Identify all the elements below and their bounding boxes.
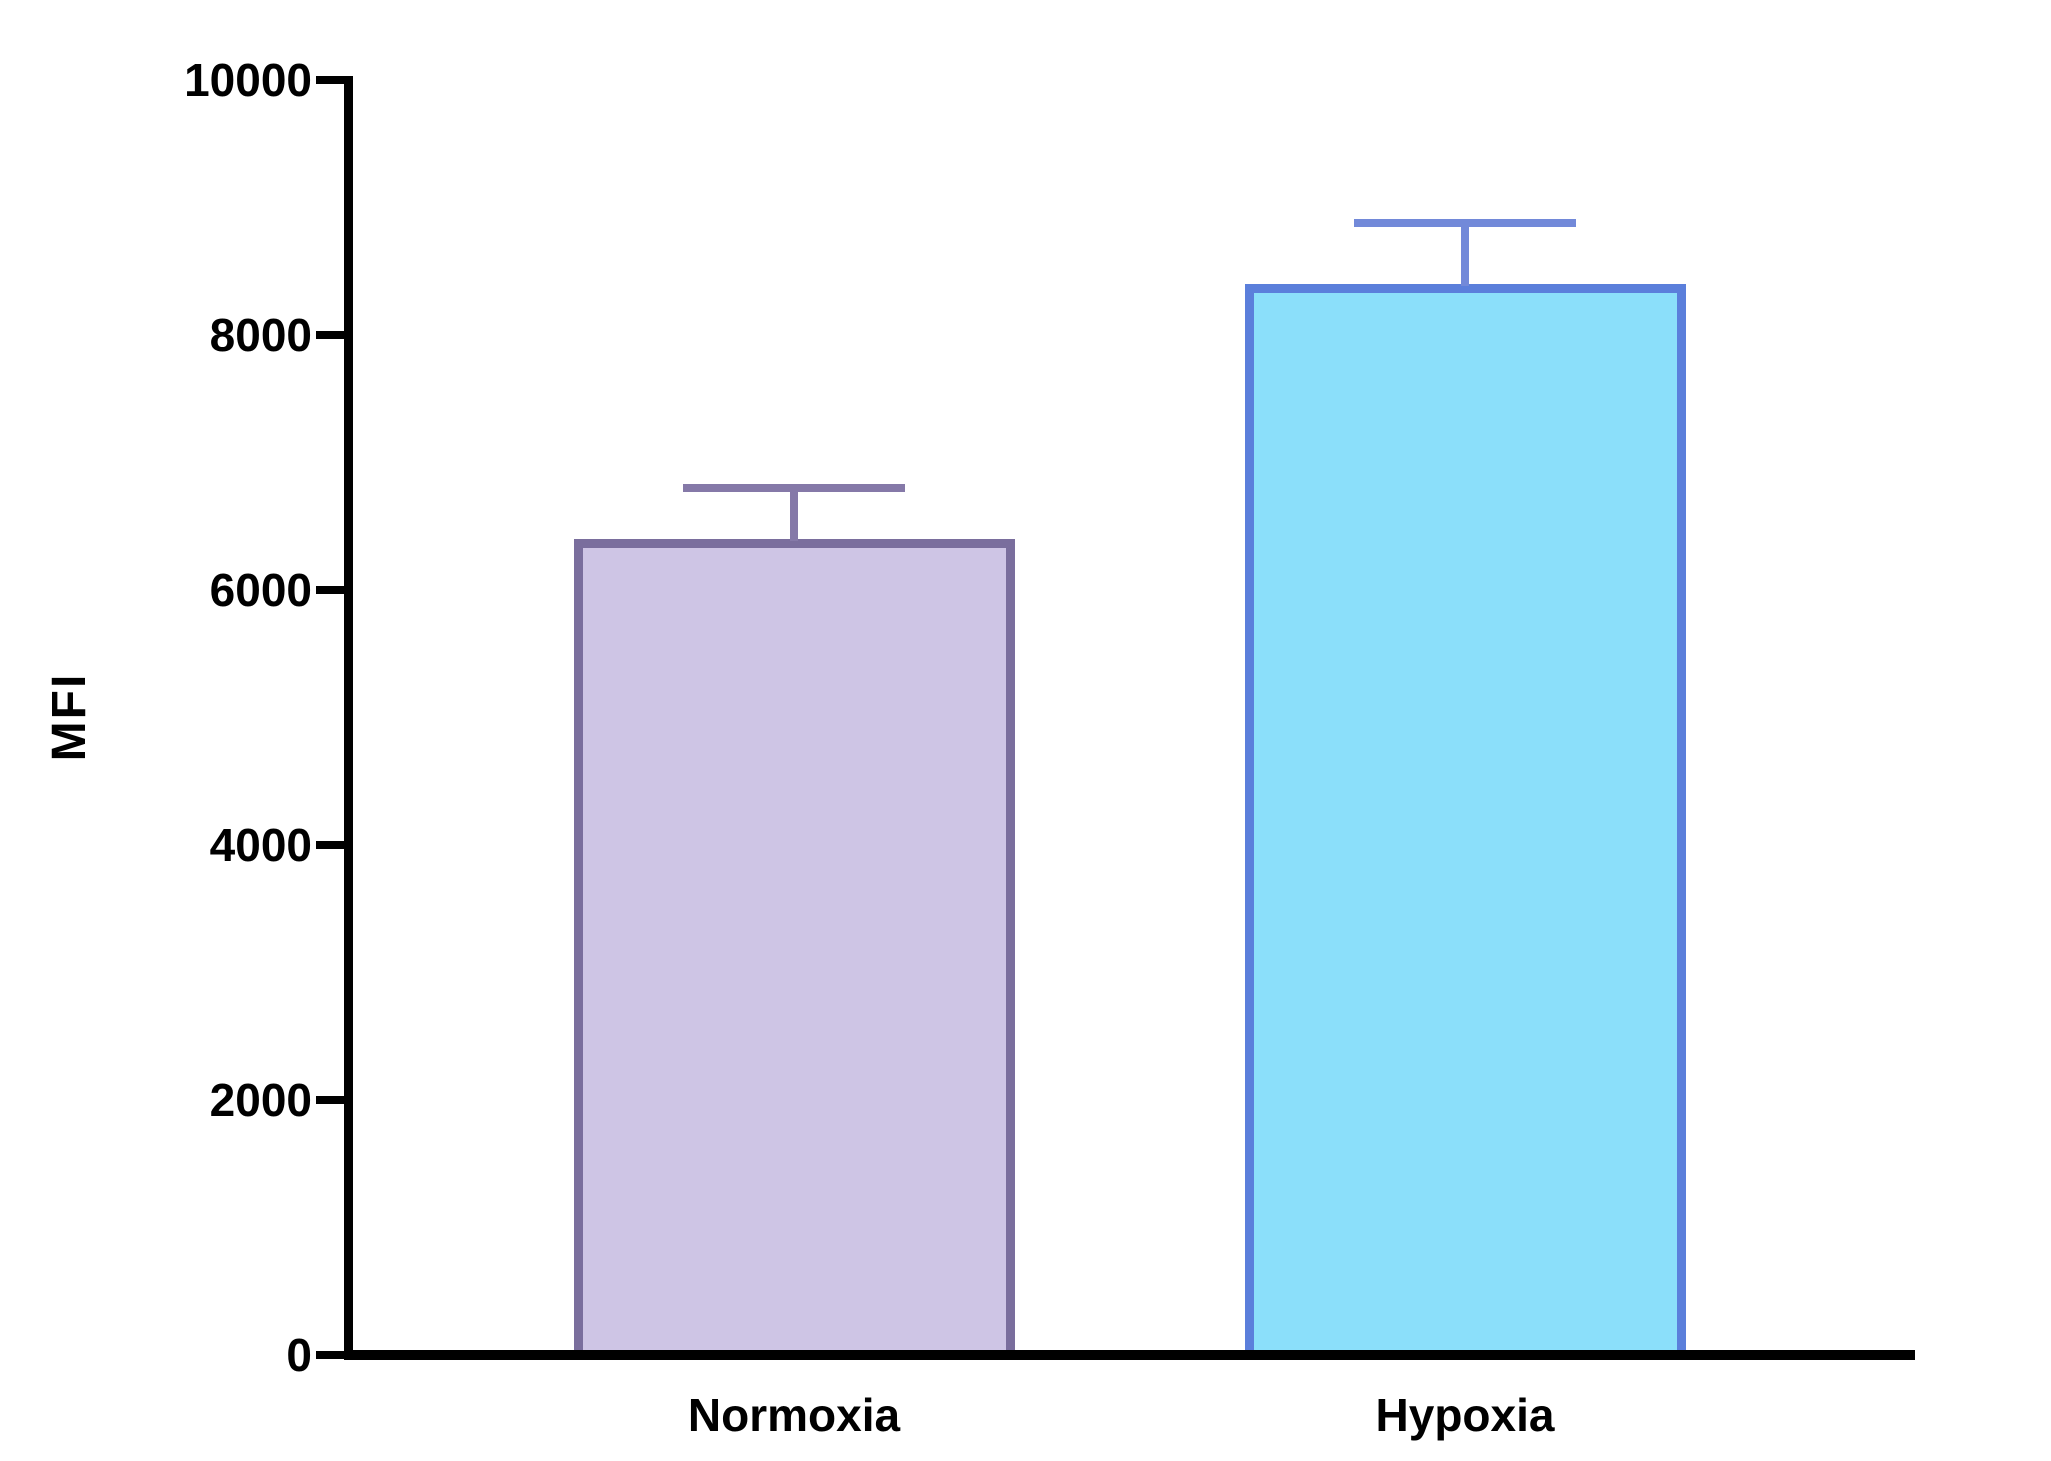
y-tick-label: 0: [286, 1329, 312, 1381]
bar-hypoxia: [1244, 284, 1686, 1358]
error-bar-stem-hypoxia: [1461, 223, 1469, 286]
x-label-hypoxia: Hypoxia: [1375, 1389, 1555, 1441]
y-tick: [316, 841, 346, 849]
y-tick-label: 10000: [184, 54, 312, 106]
y-axis-spine: [344, 76, 353, 1360]
bar-normoxia: [573, 539, 1015, 1358]
error-bar-cap-hypoxia: [1354, 219, 1576, 228]
error-bar-stem-normoxia: [790, 488, 798, 541]
y-tick-label: 6000: [209, 564, 312, 616]
y-tick-label: 2000: [209, 1074, 312, 1126]
y-axis-title: MFI: [43, 672, 96, 762]
y-tick: [316, 331, 346, 339]
x-label-normoxia: Normoxia: [687, 1389, 901, 1441]
y-tick-label: 8000: [209, 309, 312, 361]
y-tick-label: 4000: [209, 819, 312, 871]
y-tick: [316, 1351, 346, 1359]
y-tick: [316, 1096, 346, 1104]
error-bar-cap-normoxia: [683, 484, 905, 492]
y-tick: [316, 586, 346, 594]
x-axis-spine: [344, 1350, 1915, 1360]
y-tick: [316, 76, 346, 84]
